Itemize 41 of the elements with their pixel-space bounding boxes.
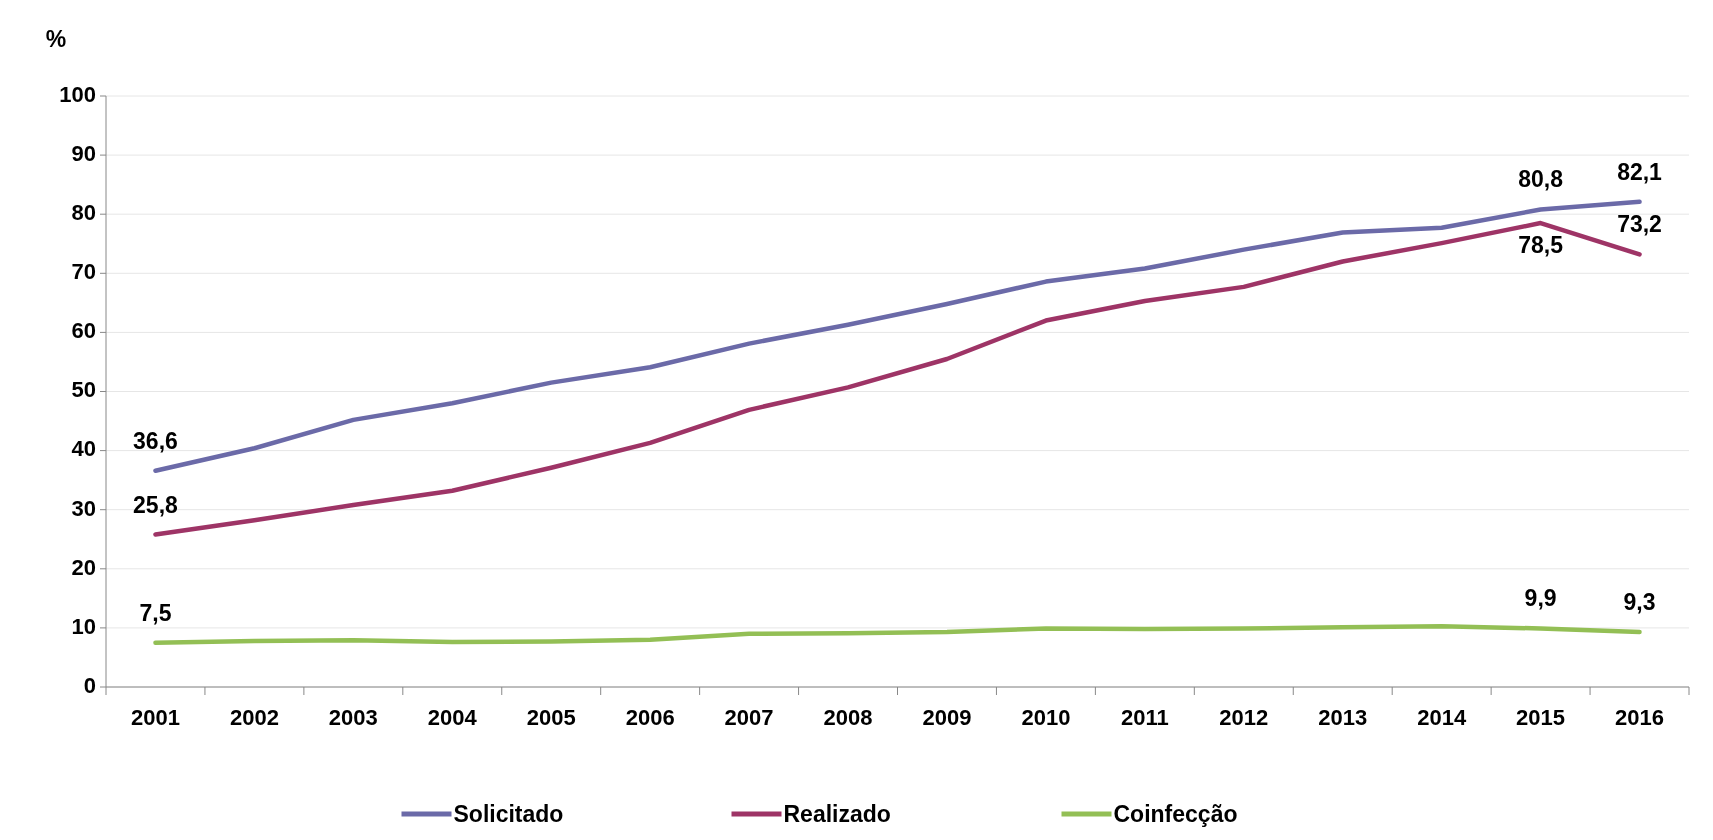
data-label: 7,5 [139, 599, 172, 626]
x-tick-label: 2007 [724, 705, 774, 730]
y-tick-label: 50 [71, 377, 96, 403]
x-tick-label: 2004 [427, 705, 478, 730]
y-axis-title: % [45, 26, 67, 53]
y-tick-label: 10 [71, 613, 96, 639]
y-tick-label: 60 [71, 318, 96, 344]
y-tick-label: 100 [59, 81, 96, 107]
data-label: 9,3 [1623, 589, 1656, 616]
y-tick-label: 20 [71, 554, 96, 580]
line-series [153, 623, 1642, 645]
data-label: 25,8 [133, 491, 179, 518]
y-tick-label: 80 [71, 200, 96, 226]
x-tick-label: 2013 [1318, 705, 1368, 730]
data-label: 9,9 [1524, 585, 1557, 612]
data-label: 82,1 [1617, 158, 1663, 185]
x-tick-label: 2009 [922, 705, 972, 730]
data-label: 78,5 [1518, 232, 1564, 259]
y-tick-label: 40 [71, 436, 96, 462]
x-tick-label: 2014 [1417, 705, 1467, 730]
x-tick-label: 2012 [1219, 705, 1269, 730]
legend-label: Coinfecção [1113, 801, 1238, 827]
x-tick-label: 2008 [823, 705, 873, 730]
x-tick-label: 2010 [1021, 705, 1071, 730]
y-tick-label: 90 [71, 140, 96, 166]
x-tick-label: 2016 [1615, 705, 1665, 730]
legend-label: Realizado [783, 801, 891, 827]
x-tick-label: 2006 [625, 705, 675, 730]
y-tick-label: 0 [83, 672, 96, 698]
legend-label: Solicitado [453, 801, 564, 827]
y-tick-label: 30 [71, 495, 96, 521]
y-tick-label: 70 [71, 259, 96, 285]
x-tick-label: 2001 [130, 705, 180, 730]
x-tick-label: 2003 [328, 705, 378, 730]
data-label: 73,2 [1617, 211, 1662, 238]
x-tick-label: 2002 [229, 705, 279, 730]
x-tick-label: 2005 [526, 705, 576, 730]
x-tick-label: 2015 [1516, 705, 1566, 730]
x-tick-label: 2011 [1120, 705, 1169, 730]
data-label: 36,6 [133, 427, 178, 454]
data-label: 80,8 [1518, 166, 1564, 193]
